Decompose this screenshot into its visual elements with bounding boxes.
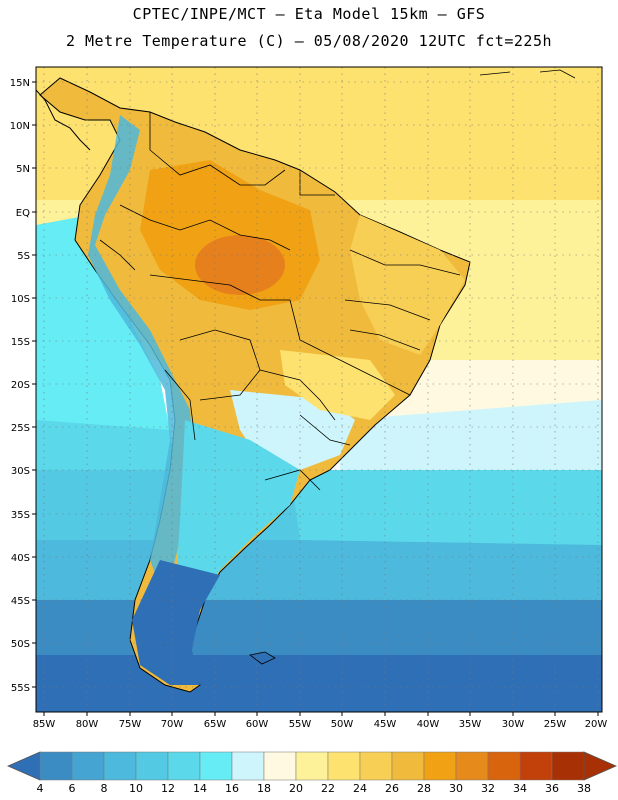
lat-label-5n: 5N bbox=[16, 164, 30, 175]
colorbar-right-arrow bbox=[583, 751, 617, 781]
lat-label-eq: EQ bbox=[16, 208, 30, 219]
colorbar bbox=[7, 751, 617, 781]
colorbar-tick-label: 4 bbox=[36, 782, 44, 795]
colorbar-cell bbox=[551, 751, 585, 781]
colorbar-tick-label: 12 bbox=[161, 782, 175, 795]
lat-label-15s: 15S bbox=[11, 337, 30, 348]
patagonia-cold bbox=[132, 560, 220, 685]
lon-label-20w: 20W bbox=[585, 719, 608, 730]
colorbar-tick-label: 36 bbox=[545, 782, 559, 795]
colorbar-tick-label: 32 bbox=[481, 782, 495, 795]
lon-label-60w: 60W bbox=[246, 719, 269, 730]
colorbar-tick-label: 10 bbox=[129, 782, 143, 795]
colorbar-tick-label: 28 bbox=[417, 782, 431, 795]
colorbar-cell bbox=[39, 751, 73, 781]
lat-label-50s: 50S bbox=[11, 639, 30, 650]
lat-label-45s: 45S bbox=[11, 596, 30, 607]
colorbar-tick-label: 16 bbox=[225, 782, 239, 795]
atlantic-warm-strip bbox=[290, 470, 602, 545]
lat-label-20s: 20S bbox=[11, 380, 30, 391]
colorbar-tick-label: 26 bbox=[385, 782, 399, 795]
ocean-band-colder bbox=[36, 600, 602, 660]
caribbean-islands bbox=[479, 69, 576, 79]
colorbar-tick-label: 30 bbox=[449, 782, 463, 795]
lon-label-45w: 45W bbox=[374, 719, 397, 730]
lon-label-85w: 85W bbox=[33, 719, 56, 730]
colorbar-cell bbox=[455, 751, 489, 781]
colorbar-cell bbox=[423, 751, 457, 781]
colorbar-tick-label: 6 bbox=[68, 782, 76, 795]
colorbar-cell bbox=[71, 751, 105, 781]
lon-label-50w: 50W bbox=[331, 719, 354, 730]
colorbar-tick-label: 38 bbox=[577, 782, 591, 795]
colorbar-cell bbox=[135, 751, 169, 781]
colorbar-tick-label: 24 bbox=[353, 782, 367, 795]
colorbar-cell bbox=[391, 751, 425, 781]
central-america bbox=[36, 89, 91, 151]
lat-label-5s: 5S bbox=[17, 251, 30, 262]
lon-label-65w: 65W bbox=[204, 719, 227, 730]
colorbar-tick-label: 34 bbox=[513, 782, 527, 795]
map-frame bbox=[35, 66, 603, 713]
lon-label-40w: 40W bbox=[417, 719, 440, 730]
colorbar-cell bbox=[167, 751, 201, 781]
lon-label-80w: 80W bbox=[76, 719, 99, 730]
map-title-line2: 2 Metre Temperature (C) – 05/08/2020 12U… bbox=[65, 32, 553, 50]
lat-label-35s: 35S bbox=[11, 510, 30, 521]
lat-label-10s: 10S bbox=[11, 294, 30, 305]
lon-label-70w: 70W bbox=[161, 719, 184, 730]
colorbar-tick-label: 18 bbox=[257, 782, 271, 795]
colorbar-cell bbox=[359, 751, 393, 781]
lon-label-55w: 55W bbox=[289, 719, 312, 730]
lat-label-15n: 15N bbox=[10, 78, 30, 89]
brazil-highlands-warm bbox=[280, 350, 395, 420]
lon-label-75w: 75W bbox=[119, 719, 142, 730]
lon-label-25w: 25W bbox=[544, 719, 567, 730]
colorbar-cell bbox=[231, 751, 265, 781]
colorbar-tick-label: 22 bbox=[321, 782, 335, 795]
lat-label-30s: 30S bbox=[11, 466, 30, 477]
falkland-islands bbox=[249, 651, 276, 665]
colorbar-cell bbox=[519, 751, 553, 781]
andes-cold-strip bbox=[88, 115, 195, 600]
colorbar-tick-label: 14 bbox=[193, 782, 207, 795]
ocean-band-coldest bbox=[36, 655, 602, 712]
northeast-brazil bbox=[350, 215, 465, 355]
ocean-band-cold bbox=[36, 540, 602, 610]
colorbar-tick-label: 8 bbox=[100, 782, 108, 795]
lon-label-30w: 30W bbox=[502, 719, 525, 730]
colorbar-cell bbox=[199, 751, 233, 781]
colorbar-cell bbox=[263, 751, 297, 781]
map-title-line1: CPTEC/INPE/MCT – Eta Model 15km – GFS bbox=[132, 5, 486, 23]
colorbar-left-arrow bbox=[7, 751, 41, 781]
lon-label-35w: 35W bbox=[459, 719, 482, 730]
colorbar-cell bbox=[487, 751, 521, 781]
lat-label-10n: 10N bbox=[10, 121, 30, 132]
central-brazil-hotspot bbox=[195, 235, 285, 295]
argentina-cool bbox=[175, 420, 300, 650]
colorbar-cell bbox=[103, 751, 137, 781]
lat-label-40s: 40S bbox=[11, 553, 30, 564]
lat-label-25s: 25S bbox=[11, 423, 30, 434]
colorbar-cell bbox=[295, 751, 329, 781]
colorbar-tick-label: 20 bbox=[289, 782, 303, 795]
colorbar-cell bbox=[327, 751, 361, 781]
ocean-band-mild-atlantic bbox=[340, 400, 602, 475]
lat-label-55s: 55S bbox=[11, 683, 30, 694]
